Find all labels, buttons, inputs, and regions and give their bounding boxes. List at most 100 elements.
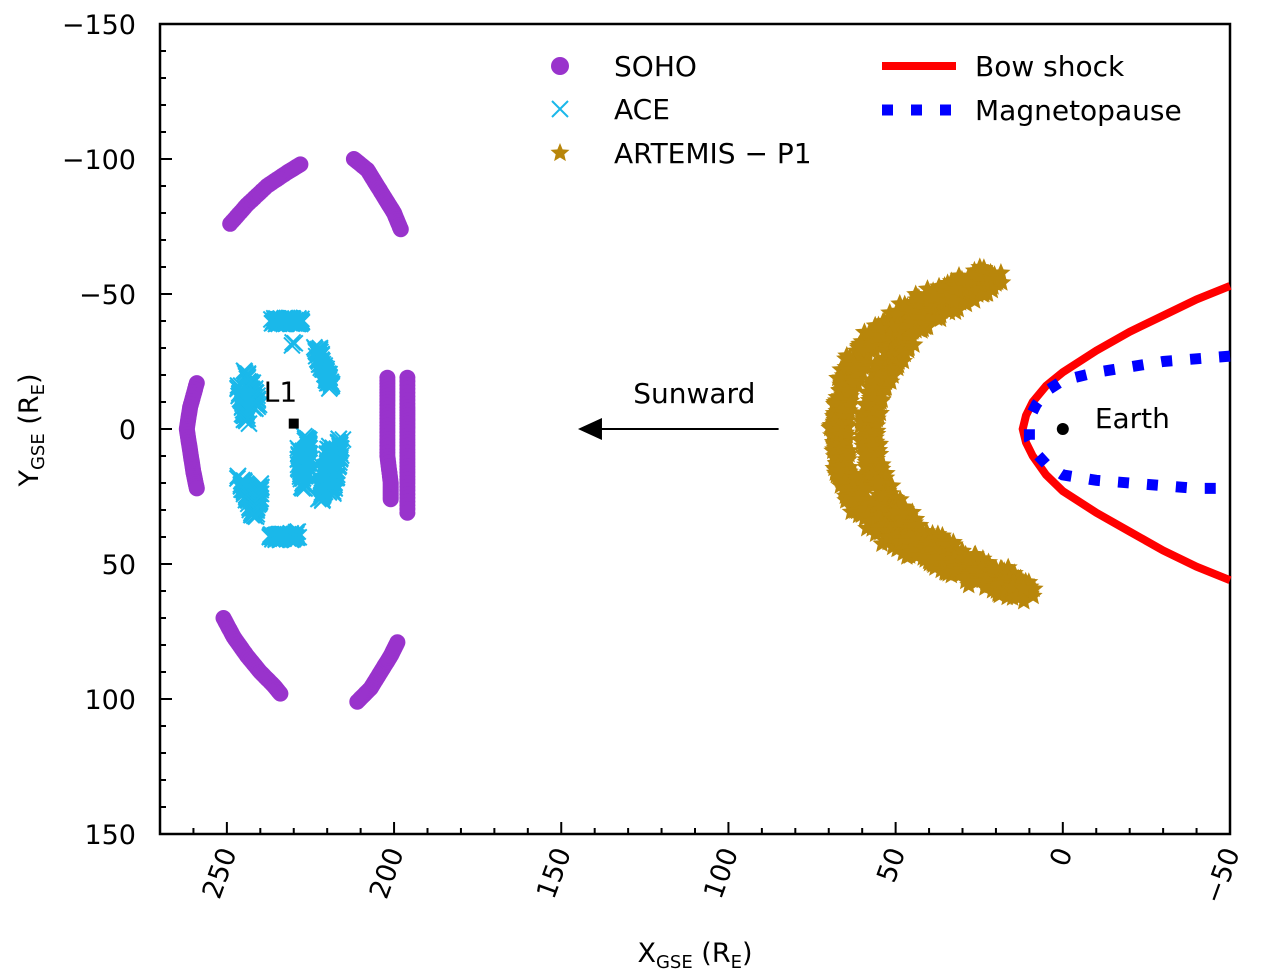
ace-point <box>313 487 331 506</box>
artemis-point <box>845 365 865 384</box>
ace-point <box>283 336 301 355</box>
soho-point <box>292 156 309 173</box>
artemis-point <box>905 512 925 531</box>
l1-label: L1 <box>264 376 297 409</box>
artemis-point <box>1013 578 1033 597</box>
l1-marker <box>288 418 299 429</box>
y-axis-title: YGSE (RE) <box>14 373 49 487</box>
artemis-point <box>1014 591 1034 610</box>
x-tick-label: 250 <box>197 844 244 903</box>
ace-point <box>298 464 316 482</box>
x-tick-label: 50 <box>871 844 912 887</box>
ace-point <box>247 507 265 526</box>
series-soho <box>178 151 416 710</box>
legend-ace-marker <box>551 100 569 118</box>
artemis-point <box>864 451 884 470</box>
artemis-point <box>887 322 907 341</box>
artemis-point <box>1007 587 1026 606</box>
artemis-point <box>858 395 878 414</box>
artemis-point <box>831 467 851 486</box>
artemis-point <box>902 542 922 561</box>
ace-point <box>295 479 314 498</box>
artemis-point <box>837 464 857 483</box>
x-tick-label: 150 <box>531 844 578 903</box>
ace-point <box>283 333 302 352</box>
y-tick-label: −100 <box>62 145 136 176</box>
series-artemis-p1 <box>820 257 1044 610</box>
ace-point <box>242 506 261 524</box>
artemis-point <box>936 534 956 553</box>
y-axis-title-unit-sub: E <box>28 384 49 395</box>
ace-point <box>289 522 307 541</box>
artemis-point <box>882 316 902 335</box>
x-tick-label: 200 <box>364 844 411 903</box>
artemis-point <box>957 567 976 586</box>
artemis-point <box>860 424 880 443</box>
artemis-point <box>925 557 945 576</box>
x-tick-label: 100 <box>698 844 745 903</box>
artemis-point <box>863 436 883 455</box>
y-tick-label: 150 <box>84 820 136 851</box>
earth-marker <box>1056 423 1069 435</box>
series-ace <box>228 309 352 549</box>
artemis-point <box>874 485 894 504</box>
x-tick-label: −50 <box>1198 844 1247 908</box>
y-tick-label: 50 <box>102 550 136 581</box>
artemis-point <box>989 574 1009 593</box>
x-axis-title-unit-close: ) <box>742 938 753 969</box>
y-axis-title-unit-close: ) <box>14 373 45 384</box>
artemis-point <box>903 531 923 550</box>
legend-label-artemis: ARTEMIS − P1 <box>614 137 812 170</box>
reference-points-layer: L1 Earth <box>264 376 1170 435</box>
bow-shock-curve <box>1018 282 1232 584</box>
artemis-point <box>961 266 981 285</box>
y-tick-label: 0 <box>119 415 136 446</box>
y-tick-label: 100 <box>84 685 136 716</box>
artemis-point <box>856 454 876 473</box>
legend-label-mp: Magnetopause <box>975 94 1182 127</box>
soho-point <box>188 480 205 497</box>
artemis-point <box>853 436 873 455</box>
series-layer <box>178 151 1044 710</box>
y-axis-title-main: Y <box>14 470 45 488</box>
artemis-point <box>889 517 909 536</box>
legend: SOHO ACE ARTEMIS − P1 Bow shock Magnetopause <box>550 50 1182 170</box>
earth-label: Earth <box>1095 402 1170 435</box>
ace-point <box>320 379 339 398</box>
ace-point <box>292 310 311 328</box>
artemis-point <box>855 499 875 518</box>
artemis-point <box>944 279 964 298</box>
legend-label-ace: ACE <box>614 93 670 126</box>
x-axis-title-unit-sub: E <box>731 952 742 973</box>
artemis-point <box>847 489 867 508</box>
artemis-point <box>856 445 876 464</box>
ace-point <box>322 374 340 393</box>
y-tick-label: −150 <box>62 10 136 41</box>
ace-point <box>291 315 309 333</box>
artemis-point <box>929 547 949 566</box>
artemis-point <box>846 341 866 360</box>
sunward-label: Sunward <box>633 377 755 410</box>
soho-point <box>389 634 406 651</box>
artemis-point <box>929 304 949 323</box>
y-axis-title-sub: GSE <box>28 433 49 470</box>
legend-label-bow: Bow shock <box>975 50 1125 83</box>
artemis-point <box>864 379 884 398</box>
artemis-point <box>865 362 885 381</box>
ace-point <box>322 373 340 391</box>
artemis-point <box>865 388 885 407</box>
x-axis-title: XGSE (RE) <box>637 938 752 973</box>
soho-point <box>382 491 399 508</box>
y-tick-label: −50 <box>79 280 136 311</box>
artemis-point <box>959 575 979 594</box>
legend-artemis-marker <box>550 143 570 162</box>
curves-layer <box>1018 282 1232 584</box>
annotation-layer: Sunward <box>577 377 779 440</box>
sunward-arrow-head <box>577 418 602 440</box>
x-tick-label: 0 <box>1044 844 1079 871</box>
artemis-point <box>872 533 892 552</box>
ace-point <box>318 374 336 393</box>
soho-point <box>272 685 289 702</box>
artemis-point <box>944 291 963 310</box>
